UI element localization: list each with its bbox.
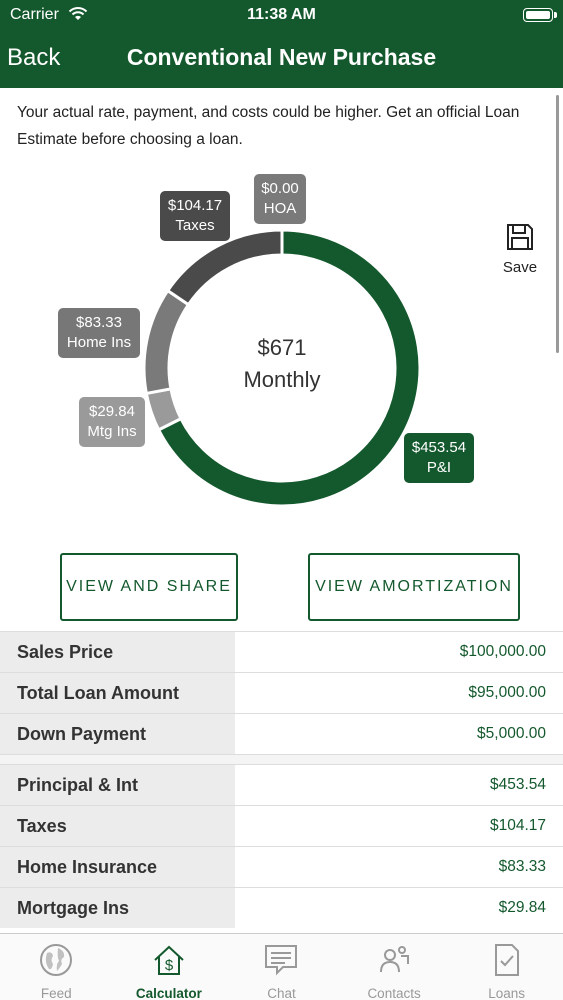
pi-amount: $453.54 [411, 439, 467, 456]
globe-icon [38, 942, 74, 983]
clock-label: 11:38 AM [247, 6, 316, 23]
nav-bar: Back Conventional New Purchase [0, 30, 563, 88]
taxes-label: Taxes [175, 217, 215, 234]
taxes-amount: $104.17 [167, 197, 223, 214]
row-label: Sales Price [0, 632, 235, 672]
row-label: Mortgage Ins [0, 888, 235, 928]
donut-slice-p-i [156, 228, 422, 508]
back-button[interactable]: Back [7, 44, 61, 71]
view-amortization-button[interactable]: VIEW AMORTIZATION [308, 553, 520, 621]
tab-chat[interactable]: Chat [225, 934, 338, 1000]
tab-bar: Feed $ Calculator Chat Contacts Loans [0, 933, 563, 1000]
hoa-label: HOA [263, 200, 297, 217]
row-label: Principal & Int [0, 765, 235, 805]
chat-bubble-icon [263, 942, 299, 983]
taxes-tag: $104.17 Taxes [160, 191, 230, 241]
page-title: Conventional New Purchase [126, 44, 437, 70]
tab-label: Calculator [135, 986, 202, 1000]
table-row-home-insurance: Home Insurance $83.33 [0, 846, 563, 887]
table-row-sales-price: Sales Price $100,000.00 [0, 631, 563, 672]
contacts-icon [376, 942, 412, 983]
monthly-total: $671 [257, 335, 307, 360]
house-dollar-icon: $ [151, 942, 187, 983]
home-ins-tag: $83.33 Home Ins [58, 308, 140, 358]
pi-label: P&I [426, 459, 452, 476]
mtg-ins-label: Mtg Ins [87, 423, 137, 440]
hoa-tag: $0.00 HOA [254, 174, 306, 224]
row-value[interactable]: $83.33 [498, 858, 546, 875]
save-button[interactable]: Save [498, 222, 542, 276]
home-ins-amount: $83.33 [76, 314, 122, 331]
tab-label: Chat [267, 986, 296, 1000]
section-divider [0, 754, 563, 764]
tab-feed[interactable]: Feed [0, 934, 113, 1000]
document-check-icon [489, 942, 525, 983]
mtg-ins-amount: $29.84 [89, 403, 135, 420]
row-value[interactable]: $95,000.00 [468, 684, 546, 701]
pi-tag: $453.54 P&I [404, 433, 474, 483]
carrier-label: Carrier [10, 6, 59, 23]
payment-donut-chart: $671 Monthly $0.00 HOA $104.17 Taxes $83… [0, 160, 563, 540]
scroll-indicator[interactable] [556, 95, 559, 353]
tab-label: Contacts [367, 986, 421, 1000]
tab-contacts[interactable]: Contacts [338, 934, 451, 1000]
svg-text:$: $ [165, 957, 174, 974]
row-value[interactable]: $100,000.00 [459, 643, 546, 660]
battery-icon [523, 8, 557, 22]
row-value[interactable]: $453.54 [489, 776, 546, 793]
donut-slice-taxes [165, 228, 284, 307]
row-value[interactable]: $29.84 [498, 899, 546, 916]
mtg-ins-tag: $29.84 Mtg Ins [79, 397, 145, 447]
row-label: Total Loan Amount [0, 673, 235, 713]
tab-label: Loans [488, 986, 526, 1000]
home-ins-label: Home Ins [66, 334, 132, 351]
tab-label: Feed [40, 986, 72, 1000]
floppy-disk-icon [505, 224, 535, 256]
table-row-taxes: Taxes $104.17 [0, 805, 563, 846]
view-and-share-button[interactable]: VIEW AND SHARE [60, 553, 238, 621]
row-value[interactable]: $104.17 [489, 817, 546, 834]
loan-details-table: Sales Price $100,000.00 Total Loan Amoun… [0, 631, 563, 928]
hoa-amount: $0.00 [261, 180, 299, 197]
table-row-down-payment: Down Payment $5,000.00 [0, 713, 563, 754]
row-label: Taxes [0, 806, 235, 846]
monthly-label: Monthly [243, 367, 321, 392]
row-label: Home Insurance [0, 847, 235, 887]
disclaimer-text: Your actual rate, payment, and costs cou… [17, 104, 520, 148]
row-value[interactable]: $5,000.00 [477, 725, 546, 742]
save-label: Save [502, 259, 538, 276]
donut-svg [142, 228, 422, 508]
tab-loans[interactable]: Loans [450, 934, 563, 1000]
status-bar: Carrier 11:38 AM [0, 0, 563, 30]
wifi-icon [68, 6, 88, 27]
row-label: Down Payment [0, 714, 235, 754]
table-row-principal-int: Principal & Int $453.54 [0, 764, 563, 805]
table-row-total-loan: Total Loan Amount $95,000.00 [0, 672, 563, 713]
table-row-mortgage-ins: Mortgage Ins $29.84 [0, 887, 563, 928]
tab-calculator[interactable]: $ Calculator [113, 934, 226, 1000]
